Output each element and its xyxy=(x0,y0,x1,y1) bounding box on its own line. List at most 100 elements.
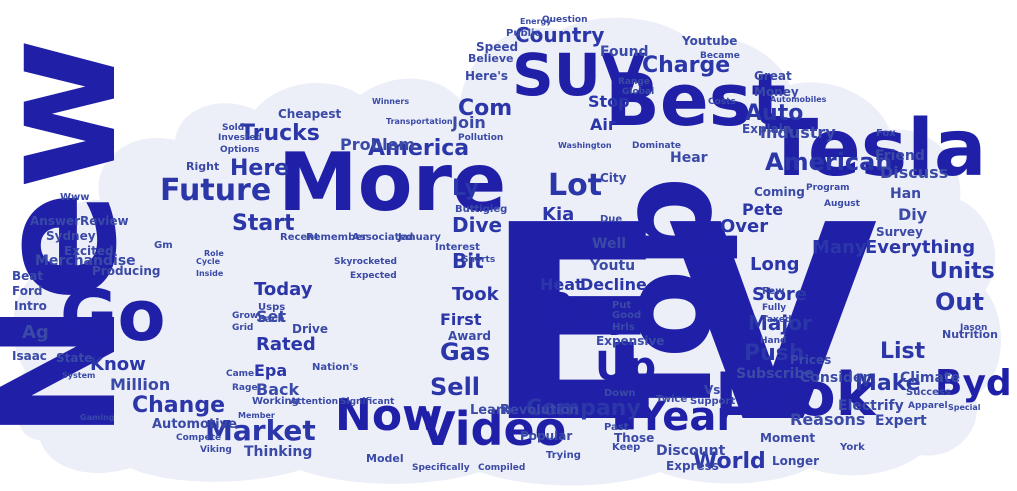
word-compiled: Compiled xyxy=(478,463,525,473)
word-future: Future xyxy=(160,173,271,208)
word-producing: Producing xyxy=(92,264,160,278)
word-good: Good xyxy=(612,310,641,321)
word-com: Com xyxy=(458,96,512,121)
word-discuss: Discuss xyxy=(880,163,948,182)
word-ag: Ag xyxy=(22,322,49,343)
word-make: Make xyxy=(855,371,921,396)
word-skyrocketed: Skyrocketed xyxy=(334,257,397,267)
word-dominate: Dominate xyxy=(632,141,681,151)
word-many: Many xyxy=(812,237,867,258)
word-ford: Ford xyxy=(12,284,42,298)
word-review: Review xyxy=(80,214,129,228)
word-now: Now xyxy=(335,390,443,441)
word-video: Video xyxy=(420,402,566,456)
word-sell: Sell xyxy=(430,373,480,401)
word-here: Here xyxy=(230,156,289,181)
word-ev: EV xyxy=(484,167,879,482)
word-major: Major xyxy=(748,311,812,335)
word-keep: Keep xyxy=(612,442,640,453)
word-question: Question xyxy=(542,15,588,25)
word-electrify: Electrify xyxy=(838,398,904,414)
word-merchandise: Merchandise xyxy=(35,253,136,269)
cloud-shape xyxy=(13,17,1002,486)
word-rage: Rage xyxy=(232,383,258,393)
word-specifically: Specifically xyxy=(412,463,470,473)
word-working: Working xyxy=(252,396,299,407)
word-kia: Kia xyxy=(542,204,574,225)
word-charge: Charge xyxy=(642,53,730,78)
word-fox: Fox xyxy=(876,128,896,139)
word-past: Past xyxy=(604,422,629,433)
word-nutrition: Nutrition xyxy=(942,328,998,341)
word-friend: Friend xyxy=(875,148,925,164)
word-energy: Energy xyxy=(520,17,552,26)
word-everything: Everything xyxy=(865,237,975,258)
word-sydney: Sydney xyxy=(46,229,96,243)
word-usps: Usps xyxy=(258,302,285,313)
word-support: Support xyxy=(690,396,735,407)
word-transportation: Transportation xyxy=(386,117,453,126)
word-took: Took xyxy=(452,284,500,305)
word-express: Express xyxy=(666,459,719,473)
word-money: Money xyxy=(754,85,799,99)
word-best: Best xyxy=(605,58,786,142)
word-popular: Popular xyxy=(520,429,572,443)
word-became: Became xyxy=(700,51,740,61)
word-expected: Expected xyxy=(350,271,397,281)
word-role: Role xyxy=(204,249,224,258)
word-global: Global xyxy=(622,87,654,97)
word-set: Set xyxy=(256,307,286,326)
word-buttigieg: Buttigieg xyxy=(455,204,507,215)
word-sold: Sold xyxy=(222,123,244,133)
word-vs: Vs xyxy=(704,383,720,397)
word-speed: Speed xyxy=(476,40,518,54)
word-grow: Grow xyxy=(232,311,258,321)
word-cycle: Cycle xyxy=(196,257,221,266)
word-join: Join xyxy=(451,113,486,132)
word-industry: Industry xyxy=(760,123,836,142)
word-dive: Dive xyxy=(452,213,502,237)
word-twice: Twice xyxy=(656,394,687,405)
word-youtube: Youtube xyxy=(681,34,737,48)
word-automotive: Automotive xyxy=(152,417,237,432)
word-suv: SUV xyxy=(512,41,646,109)
word-believe: Believe xyxy=(468,52,513,65)
word-lot: Lot xyxy=(548,168,602,203)
word-heres: Here's xyxy=(465,69,508,83)
word-each: Each xyxy=(258,314,285,325)
word-viking: Viking xyxy=(200,445,232,455)
word-award: Award xyxy=(448,329,491,343)
word-those: Those xyxy=(614,431,654,445)
word-hear: Hear xyxy=(670,150,708,166)
word-put: Put xyxy=(612,300,631,311)
word-world: World xyxy=(693,449,766,474)
word-member: Member xyxy=(238,411,275,420)
word-hand: Hand xyxy=(760,336,786,346)
word-today: Today xyxy=(254,279,313,300)
word-found: Found xyxy=(600,44,649,60)
word-back: Back xyxy=(256,380,299,399)
word-right: Right xyxy=(186,160,219,173)
word-inside: Inside xyxy=(196,269,224,278)
word-associated: Associated xyxy=(352,232,413,243)
word-program: Program xyxy=(806,183,850,193)
word-invested: Invested xyxy=(218,133,262,143)
word-america: America xyxy=(368,136,469,161)
word-winners: Winners xyxy=(372,97,409,106)
word-over: Over xyxy=(720,216,768,237)
word-washington: Washington xyxy=(558,141,612,150)
word-prices: Prices xyxy=(790,353,831,367)
word-tesla: Tesla xyxy=(765,104,987,194)
word-trying: Trying xyxy=(546,450,581,461)
word-learn: Learn xyxy=(470,403,512,418)
word-automobiles: Automobiles xyxy=(770,95,827,104)
word-buy: Buy xyxy=(540,283,636,336)
word-moment: Moment xyxy=(760,431,815,445)
word-attention: Attention xyxy=(290,397,338,407)
word-taxed: Taxed xyxy=(762,315,791,325)
word-success: Success xyxy=(906,387,951,398)
word-gas: Gas xyxy=(440,338,490,366)
word-drive: Drive xyxy=(292,322,328,336)
word-list: List xyxy=(880,339,926,364)
word-nations: Nation's xyxy=(312,362,358,373)
